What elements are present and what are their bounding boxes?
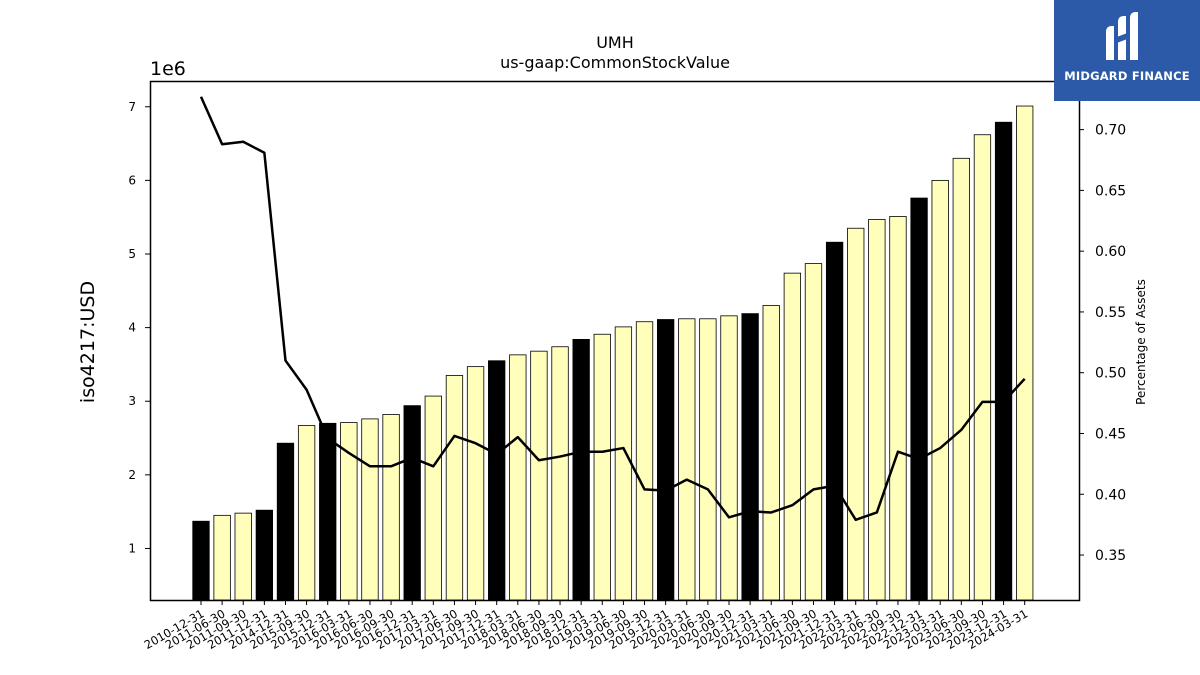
bar-2016-09-30 bbox=[382, 414, 400, 601]
bar-2017-12-31 bbox=[488, 360, 506, 601]
y-tick-label-left: 3 bbox=[128, 394, 136, 408]
chart-title: UMH bbox=[596, 33, 634, 52]
bar-2016-06-30 bbox=[361, 418, 379, 601]
y-tick-label-left: 6 bbox=[128, 173, 136, 187]
y-tick-label-right: 0.70 bbox=[1095, 123, 1126, 139]
y-tick-label-right: 0.50 bbox=[1095, 366, 1126, 382]
y-tick-label-right: 0.65 bbox=[1095, 183, 1126, 199]
bar-2018-12-31 bbox=[572, 338, 590, 601]
bar-2023-09-30 bbox=[973, 134, 992, 601]
bar-2011-09-30 bbox=[234, 512, 252, 601]
bar-2022-03-31 bbox=[847, 227, 865, 601]
y-tick-label-left: 1 bbox=[128, 541, 136, 555]
y-tick-label-right: 0.45 bbox=[1095, 426, 1126, 442]
bar-2018-06-30 bbox=[530, 350, 548, 601]
bar-2020-03-31 bbox=[678, 318, 696, 601]
x-axis: 2010-12-312011-06-302011-09-302011-12-31… bbox=[142, 600, 1030, 652]
bar-2017-09-30 bbox=[466, 366, 485, 601]
bar-2018-09-30 bbox=[551, 346, 569, 601]
bar-2019-09-30 bbox=[635, 321, 654, 601]
y-axis-right: 0.35 0.40 0.45 0.50 0.55 0.60 0.65 0.70 bbox=[1079, 123, 1126, 564]
bar-2010-12-31 bbox=[192, 520, 210, 601]
bar-2016-12-31 bbox=[403, 405, 421, 601]
plot-frame bbox=[149, 80, 1081, 602]
y-tick-label-right: 0.40 bbox=[1095, 487, 1126, 503]
logo-text: MIDGARD FINANCE bbox=[1064, 69, 1190, 83]
y-tick-label-left: 5 bbox=[128, 247, 136, 261]
bar-2020-12-31 bbox=[741, 313, 759, 601]
bar-2021-06-30 bbox=[783, 272, 802, 601]
line-series bbox=[199, 96, 1026, 522]
bar-2023-03-31 bbox=[931, 179, 949, 601]
bar-2024-03-31 bbox=[1016, 105, 1034, 601]
bar-series bbox=[192, 105, 1034, 601]
bar-2019-03-31 bbox=[593, 333, 611, 601]
bar-2022-06-30 bbox=[868, 218, 886, 601]
y-tick-label-right: 0.35 bbox=[1095, 548, 1126, 564]
bar-2019-12-31 bbox=[656, 319, 675, 601]
bar-2020-06-30 bbox=[699, 318, 717, 601]
bar-2020-09-30 bbox=[720, 315, 738, 601]
percentage-line bbox=[199, 96, 1026, 522]
bar-2018-03-31 bbox=[509, 354, 527, 601]
bar-2017-03-31 bbox=[424, 395, 442, 601]
y-tick-label-left: 7 bbox=[128, 100, 136, 114]
chart-subtitle: us-gaap:CommonStockValue bbox=[500, 53, 730, 72]
y-axis-left: 1 2 3 4 5 6 7 bbox=[128, 100, 150, 555]
y-tick-label-right: 0.55 bbox=[1095, 305, 1126, 321]
bar-2023-06-30 bbox=[952, 157, 970, 601]
bar-2011-06-30 bbox=[213, 514, 231, 601]
y-tick-label-right: 0.60 bbox=[1095, 244, 1126, 260]
bar-2014-12-31 bbox=[276, 442, 295, 601]
y-tick-label-left: 2 bbox=[128, 468, 136, 482]
bar-2011-12-31 bbox=[255, 509, 274, 601]
brand-logo: MIDGARD FINANCE bbox=[1054, 0, 1200, 101]
bar-2015-12-31 bbox=[319, 422, 337, 601]
bar-2019-06-30 bbox=[614, 326, 633, 601]
y-offset-label: 1e6 bbox=[150, 58, 186, 80]
bar-2021-12-31 bbox=[825, 241, 844, 601]
bar-2015-09-30 bbox=[297, 425, 316, 601]
y-axis-label-right: Percentage of Assets bbox=[1134, 279, 1148, 405]
bar-2021-03-31 bbox=[762, 305, 780, 601]
bar-2022-09-30 bbox=[889, 216, 907, 601]
bar-2022-12-31 bbox=[910, 197, 928, 601]
bar-2023-12-31 bbox=[994, 121, 1013, 601]
y-tick-label-left: 4 bbox=[128, 321, 136, 335]
bar-2017-06-30 bbox=[445, 375, 464, 601]
logo-icon bbox=[1106, 12, 1138, 60]
y-axis-label-left: iso4217:USD bbox=[77, 281, 99, 403]
bar-2021-09-30 bbox=[804, 263, 823, 601]
